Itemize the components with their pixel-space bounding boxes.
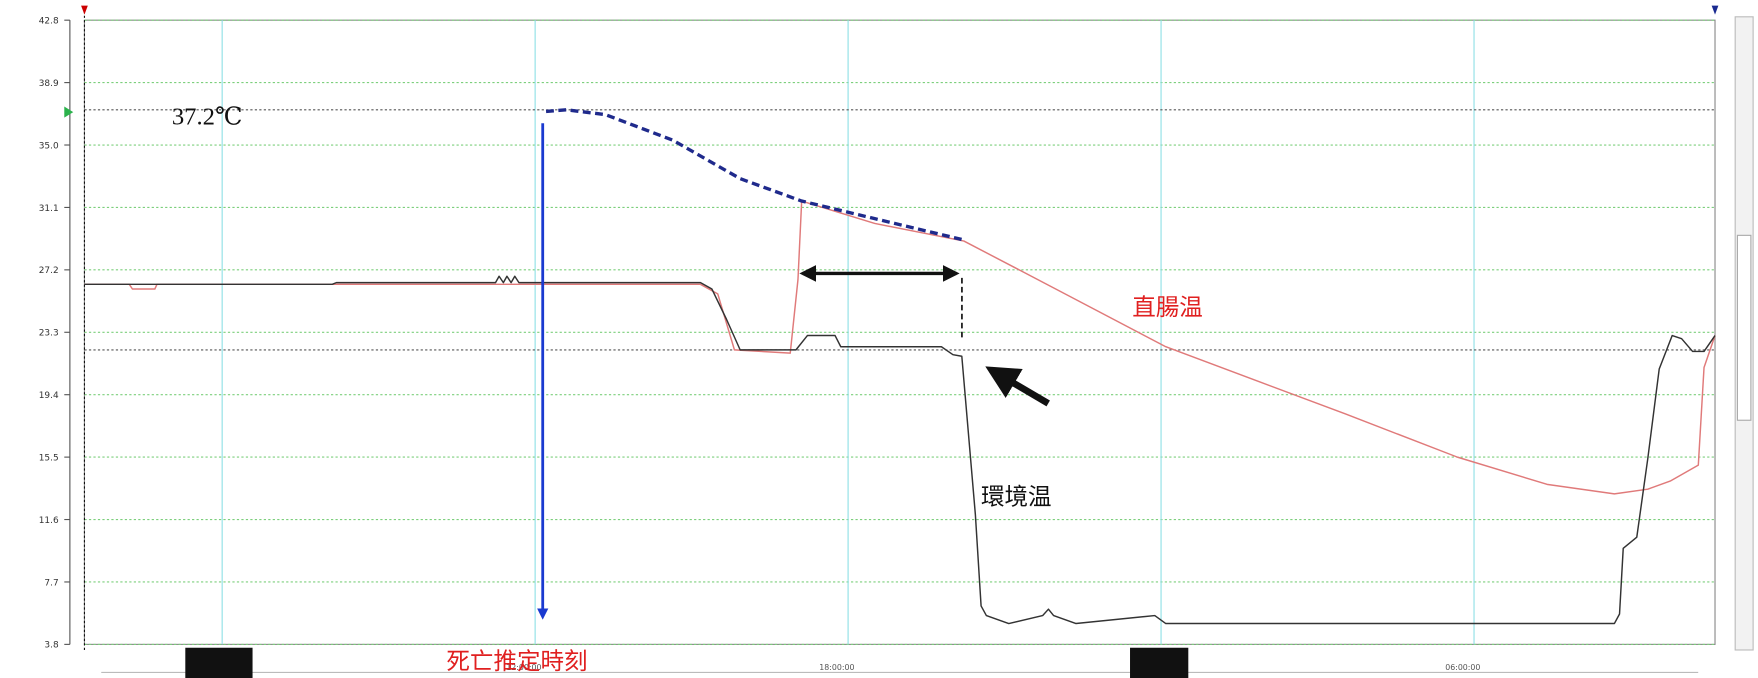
y-tick-label: 42.8	[39, 17, 59, 27]
x-tick-label: 06:00:00	[1445, 663, 1480, 672]
y-tick-label: 27.2	[39, 266, 59, 276]
legend-box	[1130, 647, 1189, 678]
cursor-marker	[81, 5, 88, 15]
level-marker	[64, 106, 74, 118]
y-tick-label: 23.3	[39, 329, 59, 339]
cursor-marker	[1711, 5, 1719, 15]
pointer-arrow	[985, 366, 1050, 407]
y-tick-label: 11.6	[39, 516, 59, 526]
series-label: 直腸温	[1132, 293, 1203, 321]
y-tick-label: 3.8	[44, 641, 59, 651]
annotation: 死亡推定時刻	[446, 647, 587, 675]
extrapolation-line	[545, 108, 963, 242]
x-tick-label: 18:00:00	[819, 663, 854, 672]
y-tick-label: 7.7	[44, 578, 58, 588]
series-label: 環境温	[981, 482, 1052, 510]
legend-box	[185, 647, 253, 678]
scroll-thumb[interactable]	[1736, 234, 1752, 421]
x-tick-label: 12:00:00	[506, 663, 541, 672]
series-line	[84, 275, 1716, 625]
y-tick-label: 19.4	[39, 391, 59, 401]
y-tick-label: 38.9	[39, 79, 59, 89]
y-tick-label: 35.0	[39, 141, 59, 151]
series-line	[84, 200, 1716, 495]
y-tick-label: 31.1	[39, 204, 59, 214]
y-tick-label: 15.5	[39, 453, 59, 463]
annotation: 37.2℃	[172, 103, 243, 130]
